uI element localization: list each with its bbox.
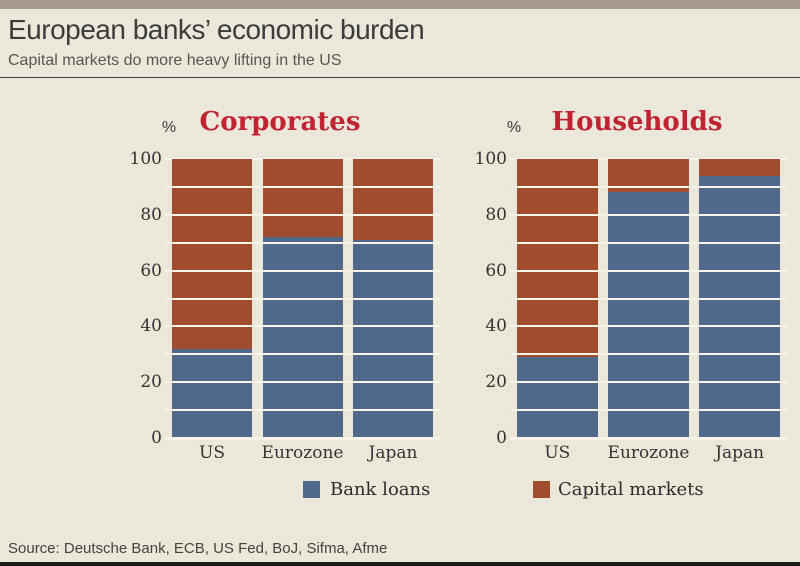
- bar-households-eurozone-bank-loans: [608, 192, 689, 438]
- y-tick-label: 20: [485, 372, 507, 393]
- bar-corporates-eurozone-capital-markets: [262, 159, 343, 238]
- gridline: [165, 241, 440, 244]
- gridline: [165, 213, 440, 216]
- unit-label-households: %: [506, 119, 522, 136]
- y-tick-label: 80: [485, 204, 507, 225]
- bar-corporates-japan-capital-markets: [353, 159, 433, 240]
- gridline: [510, 381, 787, 384]
- plot-area-households: [510, 158, 787, 440]
- gridline: [510, 297, 787, 300]
- x-category-label: US: [544, 443, 571, 463]
- gridline: [165, 297, 440, 300]
- legend-label-bank-loans: Bank loans: [330, 479, 431, 500]
- bottom-border: [0, 562, 800, 566]
- bar-corporates-japan-bank-loans: [353, 239, 433, 438]
- source-note: Source: Deutsche Bank, ECB, US Fed, BoJ,…: [8, 540, 388, 557]
- bar-households-japan-capital-markets: [699, 159, 780, 176]
- bar-corporates-us-capital-markets: [172, 159, 252, 349]
- gridline: [510, 213, 787, 216]
- page-title: European banks’ economic burden: [8, 14, 425, 45]
- gridline: [165, 185, 440, 188]
- bar-households-us-bank-loans: [517, 357, 598, 438]
- y-tick-label: 20: [140, 372, 162, 393]
- gridline: [165, 381, 440, 384]
- x-axis-baseline: [165, 437, 440, 440]
- y-tick-label: 100: [474, 149, 507, 169]
- gridline: [165, 158, 440, 160]
- gridline: [165, 269, 440, 272]
- subtitle: Capital markets do more heavy lifting in…: [8, 52, 342, 69]
- bar-corporates-us-bank-loans: [172, 348, 252, 438]
- gridline: [165, 409, 440, 412]
- legend-label-capital-markets: Capital markets: [558, 479, 704, 500]
- y-tick-label: 60: [140, 260, 162, 281]
- bar-households-japan-bank-loans: [699, 175, 780, 438]
- x-category-label: US: [199, 443, 225, 463]
- legend-swatch-capital-markets: [533, 481, 550, 498]
- legend-swatch-bank-loans: [303, 481, 320, 498]
- gridline: [510, 185, 787, 188]
- y-tick-label: 100: [129, 149, 162, 169]
- panel-title-corporates: Corporates: [199, 107, 361, 137]
- bar-corporates-eurozone-bank-loans: [262, 237, 343, 438]
- x-axis-baseline: [510, 437, 787, 440]
- x-category-label: Japan: [715, 443, 765, 463]
- gridline: [510, 241, 787, 244]
- gridline: [165, 325, 440, 328]
- y-tick-label: 60: [485, 260, 507, 281]
- plot-area-corporates: [165, 158, 440, 440]
- unit-label-corporates: %: [161, 119, 177, 136]
- y-tick-label: 0: [496, 428, 507, 448]
- x-category-label: Eurozone: [607, 443, 690, 463]
- gridline: [510, 409, 787, 412]
- bar-households-us-capital-markets: [517, 159, 598, 358]
- gridline: [165, 353, 440, 356]
- y-tick-label: 0: [151, 428, 162, 448]
- x-category-label: Eurozone: [261, 443, 344, 463]
- gridline: [510, 325, 787, 328]
- header-divider: [0, 77, 800, 78]
- gridline: [510, 353, 787, 356]
- top-strip: [0, 0, 800, 9]
- gridline: [510, 269, 787, 272]
- gridline: [510, 158, 787, 160]
- y-tick-label: 80: [140, 204, 162, 225]
- y-tick-label: 40: [140, 316, 162, 337]
- x-category-label: Japan: [368, 443, 418, 463]
- panel-title-households: Households: [551, 107, 723, 137]
- y-tick-label: 40: [485, 316, 507, 337]
